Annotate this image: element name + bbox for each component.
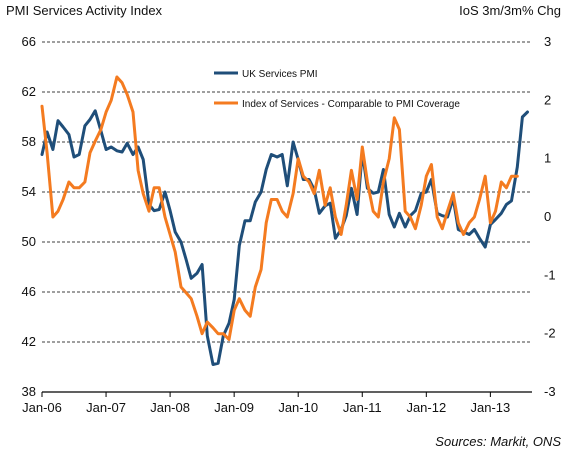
- gridlines: [42, 41, 532, 393]
- uk-services-pmi-line: [40, 109, 529, 366]
- left-tick-label: 54: [22, 184, 36, 199]
- x-tick-label: Jan-12: [406, 400, 446, 415]
- legend-label: Index of Services - Comparable to PMI Co…: [242, 99, 460, 110]
- chart-title: PMI Services Activity Index: [6, 3, 163, 18]
- legend-label: UK Services PMI: [242, 69, 318, 80]
- right-axis-ticks: -3 -2 -1 0 1 2 3: [544, 34, 556, 399]
- x-tick-label: Jan-11: [343, 400, 382, 415]
- source-note: Sources: Markit, ONS: [435, 434, 561, 449]
- right-tick-label: -3: [544, 384, 556, 399]
- right-tick-label: 1: [544, 151, 551, 166]
- right-tick-label: 2: [544, 92, 551, 107]
- left-axis-ticks: 38 42 46 50 54 58 62 66: [22, 34, 36, 399]
- x-tick-label: Jan-13: [470, 400, 510, 415]
- left-tick-label: 50: [22, 234, 36, 249]
- left-tick-label: 62: [22, 84, 36, 99]
- legend: UK Services PMI Index of Services - Compa…: [214, 69, 460, 110]
- right-axis-title: IoS 3m/3m% Chg: [459, 3, 561, 18]
- x-tick-label: Jan-07: [86, 400, 126, 415]
- x-tick-label: Jan-10: [278, 400, 318, 415]
- left-tick-label: 42: [22, 334, 36, 349]
- right-tick-label: -1: [544, 267, 556, 282]
- left-tick-label: 58: [22, 134, 36, 149]
- right-tick-label: -2: [544, 326, 556, 341]
- left-tick-label: 46: [22, 284, 36, 299]
- series-lines: [40, 75, 529, 366]
- left-tick-label: 38: [22, 384, 36, 399]
- x-tick-label: Jan-06: [22, 400, 62, 415]
- x-tick-label: Jan-09: [214, 400, 254, 415]
- x-tick-label: Jan-08: [150, 400, 190, 415]
- right-tick-label: 0: [544, 209, 551, 224]
- right-tick-label: 3: [544, 34, 551, 49]
- left-tick-label: 66: [22, 34, 36, 49]
- x-axis-ticks: Jan-06 Jan-07 Jan-08 Jan-09 Jan-10 Jan-11 Jan-…: [22, 392, 510, 415]
- index-of-services-line: [40, 75, 519, 341]
